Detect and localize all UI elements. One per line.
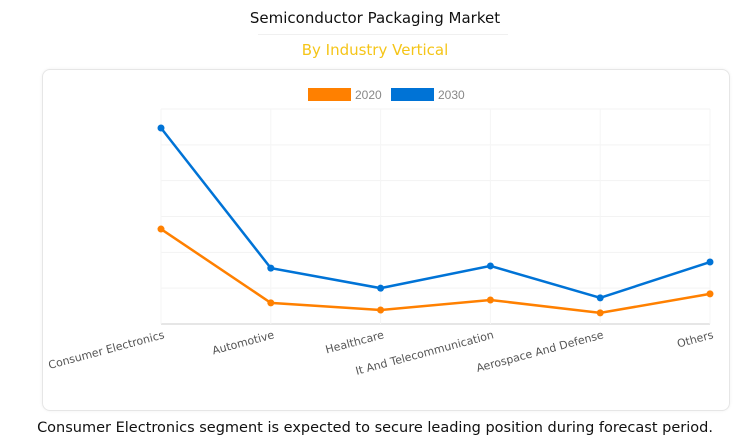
data-point-2020 <box>157 225 165 233</box>
legend-label-2030: 2030 <box>438 88 465 102</box>
x-tick-label: Others <box>676 328 715 350</box>
data-point-2020 <box>596 309 604 317</box>
data-point-2020 <box>267 299 275 307</box>
x-tick-label: Healthcare <box>324 328 386 356</box>
x-tick-label: Automotive <box>211 328 276 357</box>
legend-swatch-2020 <box>308 88 351 101</box>
x-tick-label: Consumer Electronics <box>47 328 166 372</box>
x-tick-label: Aerospace And Defense <box>475 328 605 375</box>
data-point-2030 <box>157 124 165 132</box>
legend-swatch-2030 <box>391 88 434 101</box>
series-line-2020 <box>160 228 711 315</box>
data-point-2030 <box>706 258 714 266</box>
data-point-2020 <box>377 306 385 314</box>
data-point-2020 <box>706 290 714 298</box>
series-line-2030 <box>160 127 711 300</box>
data-point-2030 <box>596 294 604 302</box>
chart-card <box>42 69 730 411</box>
chart-title: Semiconductor Packaging Market <box>249 9 501 27</box>
chart-subtitle: By Industry Vertical <box>301 41 449 59</box>
data-point-2020 <box>486 296 494 304</box>
data-point-2030 <box>377 284 385 292</box>
title-divider <box>258 34 508 35</box>
footer-caption: Consumer Electronics segment is expected… <box>37 420 713 436</box>
data-point-2030 <box>486 262 494 270</box>
data-point-2030 <box>267 264 275 272</box>
legend-label-2020: 2020 <box>355 88 382 102</box>
